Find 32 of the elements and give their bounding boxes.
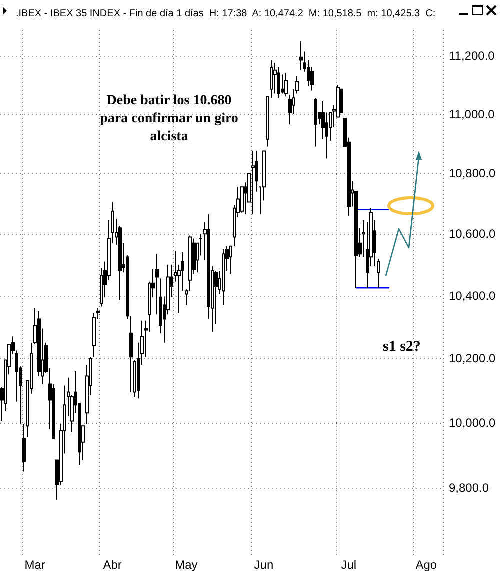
annotation: Debe batir los 10.680 para confirmar un giro alcista bbox=[100, 94, 238, 144]
x-tick-label: Abr bbox=[103, 558, 122, 571]
y-tick-label: 10,400.0 bbox=[449, 288, 496, 303]
candlestick bbox=[284, 72, 288, 98]
y-tick-label: 10,000.0 bbox=[449, 416, 496, 430]
chart-title: .IBEX - IBEX 35 INDEX - Fin de día 1 días H: 17:38 A: 10,474.2 M: 10,518.5 m: 10,425.3 C: bbox=[16, 8, 436, 20]
x-tick-label: Jun bbox=[254, 558, 274, 571]
candlestick bbox=[377, 258, 380, 288]
candlestick bbox=[299, 40, 303, 71]
candlestick bbox=[222, 248, 225, 306]
candlestick bbox=[273, 62, 277, 94]
y-tick-label: 11,200.0 bbox=[449, 48, 496, 63]
candlestick bbox=[229, 246, 232, 275]
y-tick-label: 10,200.0 bbox=[449, 352, 496, 366]
x-tick-label: Jul bbox=[341, 558, 357, 571]
candlestick bbox=[92, 312, 96, 358]
y-tick-label: 10,600.0 bbox=[449, 227, 496, 242]
candlestick bbox=[266, 96, 269, 148]
candlestick bbox=[270, 60, 273, 99]
candlestick bbox=[251, 150, 255, 215]
candlestick bbox=[240, 186, 244, 214]
candlestick bbox=[277, 66, 280, 99]
y-tick-label: 11,000.0 bbox=[449, 107, 496, 122]
candlestick bbox=[340, 88, 343, 114]
candlestick bbox=[155, 254, 159, 316]
candlestick bbox=[22, 424, 26, 472]
candlestick bbox=[314, 98, 317, 148]
x-tick-label: Mar bbox=[24, 558, 46, 571]
y-tick-label: 10,800.0 bbox=[449, 166, 496, 181]
y-tick-label: 9,800.0 bbox=[449, 481, 490, 496]
candlestick bbox=[362, 220, 365, 258]
annotation: s1 s2? bbox=[382, 339, 421, 355]
